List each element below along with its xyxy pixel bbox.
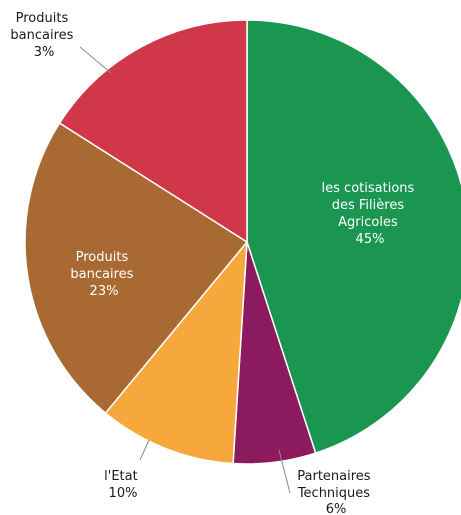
slice-value-label: 23% (90, 284, 119, 299)
leader-lines (79, 46, 291, 494)
slice-value-label: 3% (34, 45, 55, 60)
slice-label-line: des Filières (332, 198, 405, 213)
slice-label-line: l'Etat (104, 469, 138, 484)
slice-label-line: bancaires (70, 267, 133, 282)
slice-label-cotisations: les cotisations des Filières Agricoles 4… (322, 181, 419, 247)
leader-line-produits-bancaires-3 (79, 46, 112, 74)
slice-label-etat: l'Etat 10% (104, 469, 142, 501)
leader-line-partenaires (278, 449, 291, 494)
slice-label-partenaires: Partenaires Techniques 6% (297, 469, 375, 515)
slice-label-line: bancaires (10, 28, 73, 43)
pie-slice-0 (246, 19, 461, 454)
slice-value-label: 10% (109, 486, 138, 501)
slice-value-label: 45% (356, 232, 385, 247)
slice-label-line: Agricoles (338, 215, 398, 230)
slice-value-label: 6% (326, 502, 347, 515)
slice-label-produits-bancaires-23: Produits bancaires 23% (70, 250, 137, 299)
slice-label-line: Produits (16, 11, 69, 26)
pie-slice-4 (58, 19, 248, 243)
slice-label-line: les cotisations (322, 181, 415, 196)
slice-label-line: Techniques (297, 486, 370, 501)
pie-slice-3 (24, 122, 248, 414)
leader-line-etat (139, 439, 150, 461)
pie-slices (24, 19, 461, 465)
slice-label-line: Partenaires (297, 469, 371, 484)
slice-label-line: Produits (76, 250, 129, 265)
pie-slice-2 (104, 241, 248, 465)
slice-label-produits-bancaires-3: Produits bancaires 3% (10, 11, 77, 60)
